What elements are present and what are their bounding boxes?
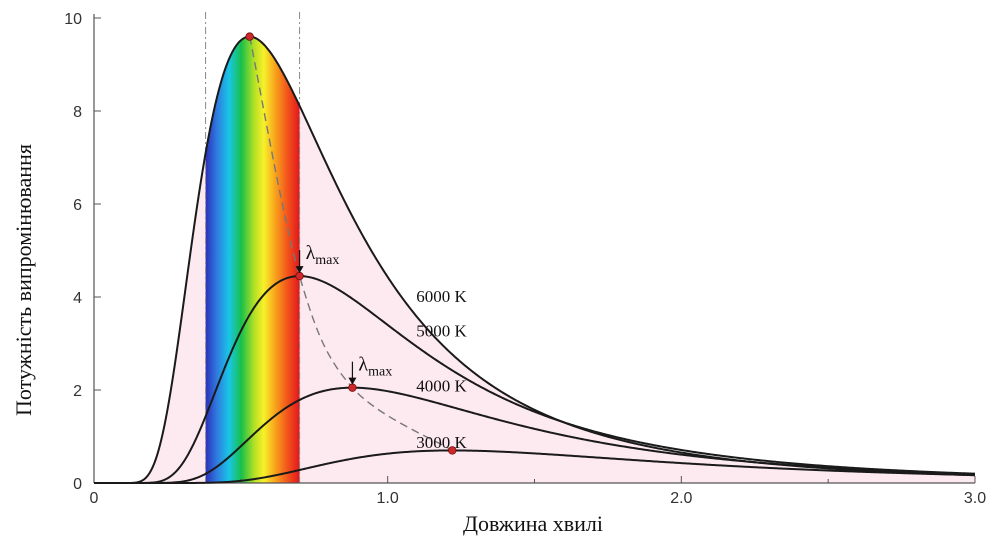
y-tick-label: 0	[73, 476, 82, 493]
lambda-max-arrow-head	[348, 377, 357, 385]
lambda-max-label: λmax	[358, 354, 392, 380]
y-tick-label: 10	[64, 11, 82, 28]
peak-marker-3000k	[448, 446, 457, 455]
peak-marker-4000k	[348, 383, 357, 392]
area-fill-6000	[94, 36, 975, 483]
y-tick-label: 4	[73, 290, 82, 307]
wien-displacement-line	[248, 36, 453, 452]
x-axis-title: Довжина хвилі	[463, 511, 603, 536]
lambda-max-annotation: λmax	[295, 242, 340, 274]
y-tick-label: 6	[73, 197, 82, 214]
peak-marker-6000k	[245, 32, 254, 41]
lambda-max-label: λmax	[306, 242, 340, 268]
x-tick-label: 3.0	[964, 490, 986, 507]
y-tick-label: 2	[73, 383, 82, 400]
curve-label-3000k: 3000 K	[416, 433, 467, 452]
curve-5000k	[94, 275, 976, 484]
y-axis-title: Потужність випромінювання	[11, 144, 36, 416]
curve-label-6000k: 6000 K	[416, 287, 467, 306]
lambda-max-arrow-head	[295, 266, 304, 274]
curve-4000k	[94, 386, 976, 484]
curve-label-4000k: 4000 K	[416, 377, 467, 396]
x-tick-label: 0	[90, 490, 99, 507]
peak-marker-5000k	[295, 271, 304, 281]
lambda-max-annotation: λmax	[348, 354, 392, 385]
x-tick-label: 2.0	[670, 490, 692, 507]
y-tick-label: 8	[73, 104, 82, 121]
curve-3000k	[94, 449, 976, 484]
curve-label-5000k: 5000 K	[416, 321, 467, 340]
x-tick-label: 1.0	[377, 490, 399, 507]
